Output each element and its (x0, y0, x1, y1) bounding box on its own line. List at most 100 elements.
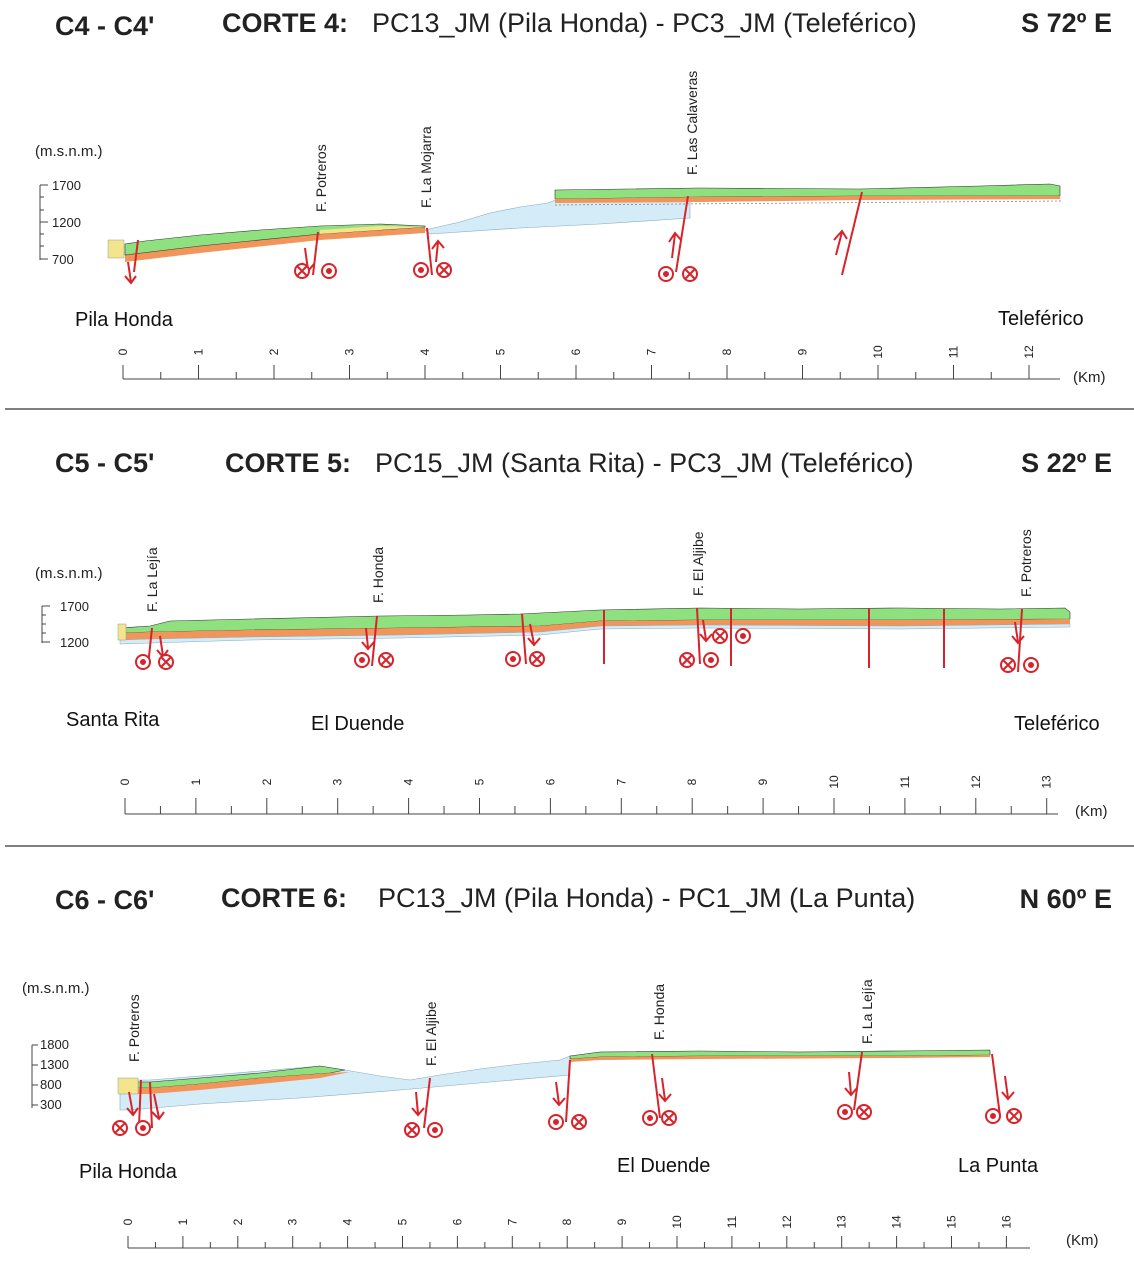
axis-tick-label: 6 (569, 348, 583, 355)
axis-tick-label: 15 (945, 1215, 959, 1229)
fault-arrows (156, 619, 1025, 659)
geologic-profile (117, 607, 1071, 645)
axis-tick-label: 2 (260, 778, 274, 785)
elevation-label: 1200 (52, 215, 81, 230)
distance-axis: 0 1 2 3 4 5 6 7 8 9 10 11 12 (116, 345, 1060, 380)
axis-tick-label: 7 (505, 1218, 519, 1225)
elevation-scale: 1700 1200 (41, 599, 89, 650)
axis-tick-label: 2 (267, 348, 281, 355)
axis-tick-label: 4 (418, 348, 432, 355)
place-label: Teleférico (1014, 713, 1100, 735)
axis-tick-label: 2 (231, 1218, 245, 1225)
place-label: Pila Honda (75, 309, 174, 331)
axis-tick-label: 8 (685, 778, 699, 785)
place-label: El Duende (311, 713, 404, 735)
axis-tick-label: 9 (756, 778, 770, 785)
axis-tick-label: 3 (286, 1218, 300, 1225)
axis-tick-label: 12 (1022, 345, 1036, 359)
distance-axis: 0 1 2 3 4 5 6 7 8 9 10 11 12 13 14 15 16 (121, 1215, 1030, 1249)
fault-label: F. Potreros (313, 144, 329, 212)
fault-label: F. La Lejía (859, 979, 875, 1044)
km-unit: (Km) (1075, 803, 1108, 820)
axis-tick-label: 9 (796, 348, 810, 355)
place-label: Santa Rita (66, 709, 160, 731)
axis-tick-label: 12 (780, 1215, 794, 1229)
axis-tick-label: 10 (827, 775, 841, 789)
elevation-scale: 1800 1300 800 300 (31, 1037, 69, 1112)
fault-label: F. Honda (651, 984, 667, 1040)
axis-tick-label: 5 (473, 778, 487, 785)
axis-tick-label: 4 (341, 1218, 355, 1225)
axis-tick-label: 10 (670, 1215, 684, 1229)
elevation-label: 1200 (60, 635, 89, 650)
section-title-bold: CORTE 5: (225, 448, 351, 478)
fault-label: F. Las Calaveras (684, 71, 700, 175)
section-title: PC13_JM (Pila Honda) - PC3_JM (Teleféric… (372, 8, 917, 38)
axis-tick-label: 11 (898, 775, 912, 788)
axis-tick-label: 11 (947, 345, 961, 358)
axis-tick-label: 1 (176, 1218, 190, 1225)
place-label: La Punta (958, 1155, 1039, 1177)
place-label: El Duende (617, 1155, 710, 1177)
axis-tick-label: 0 (121, 1218, 135, 1225)
geologic-profile (117, 1049, 991, 1111)
fault-label: F. El Aljibe (423, 1001, 439, 1066)
section-id: C4 - C4' (55, 11, 154, 41)
section-direction: S 22º E (1021, 448, 1112, 478)
axis-tick-label: 7 (614, 778, 628, 785)
section-title: PC13_JM (Pila Honda) - PC1_JM (La Punta) (378, 883, 915, 913)
elevation-label: 1700 (52, 178, 81, 193)
section-title-bold: CORTE 6: (221, 883, 347, 913)
fault-arrows (124, 229, 848, 285)
axis-tick-label: 8 (560, 1218, 574, 1225)
axis-tick-label: 13 (1040, 775, 1054, 789)
place-label: Pila Honda (79, 1161, 178, 1183)
fault-label: F. Honda (370, 547, 386, 603)
elevation-label: 800 (40, 1077, 62, 1092)
axis-tick-label: 0 (118, 778, 132, 785)
section-direction: S 72º E (1021, 8, 1112, 38)
fault-motion-symbols (112, 1104, 1022, 1138)
axis-tick-label: 14 (890, 1215, 904, 1229)
elevation-label: 300 (40, 1097, 62, 1112)
axis-tick-label: 0 (116, 348, 130, 355)
axis-tick-label: 5 (396, 1218, 410, 1225)
km-unit: (Km) (1073, 369, 1106, 386)
distance-axis: 0 1 2 3 4 5 6 7 8 9 10 11 12 13 (118, 775, 1058, 815)
axis-tick-label: 6 (450, 1218, 464, 1225)
axis-tick-label: 4 (402, 778, 416, 785)
axis-tick-label: 9 (615, 1218, 629, 1225)
elevation-label: 1300 (40, 1057, 69, 1072)
elevation-label: 1800 (40, 1037, 69, 1052)
km-unit: (Km) (1066, 1232, 1099, 1249)
axis-tick-label: 3 (331, 778, 345, 785)
axis-tick-label: 6 (543, 778, 557, 785)
fault-lines (133, 191, 863, 276)
section-c6: C6 - C6' CORTE 6: PC13_JM (Pila Honda) -… (22, 883, 1112, 1249)
axis-tick-label: 13 (835, 1215, 849, 1229)
fault-label: F. Potreros (1018, 529, 1034, 597)
axis-tick-label: 7 (645, 348, 659, 355)
fault-motion-symbols (294, 262, 698, 282)
section-id: C6 - C6' (55, 885, 154, 915)
section-c4: C4 - C4' CORTE 4: PC13_JM (Pila Honda) -… (35, 8, 1112, 386)
axis-tick-label: 12 (969, 775, 983, 789)
fault-arrows (126, 1071, 1015, 1121)
fault-label: F. Potreros (126, 994, 142, 1062)
elevation-scale: 1700 1200 700 (39, 178, 81, 267)
elevation-unit: (m.s.n.m.) (35, 143, 103, 160)
section-title: PC15_JM (Santa Rita) - PC3_JM (Teleféric… (375, 448, 914, 478)
axis-tick-label: 8 (720, 348, 734, 355)
fault-motion-symbols (135, 628, 1039, 673)
axis-tick-label: 10 (871, 345, 885, 359)
fault-lines (138, 1051, 1001, 1129)
axis-tick-label: 1 (189, 778, 203, 785)
fault-label: F. La Mojarra (418, 126, 434, 208)
section-title-bold: CORTE 4: (222, 8, 348, 38)
axis-tick-label: 11 (725, 1215, 739, 1228)
axis-tick-label: 3 (343, 348, 357, 355)
elevation-label: 1700 (60, 599, 89, 614)
fault-label: F. La Lejía (144, 547, 160, 612)
elevation-unit: (m.s.n.m.) (22, 980, 90, 997)
